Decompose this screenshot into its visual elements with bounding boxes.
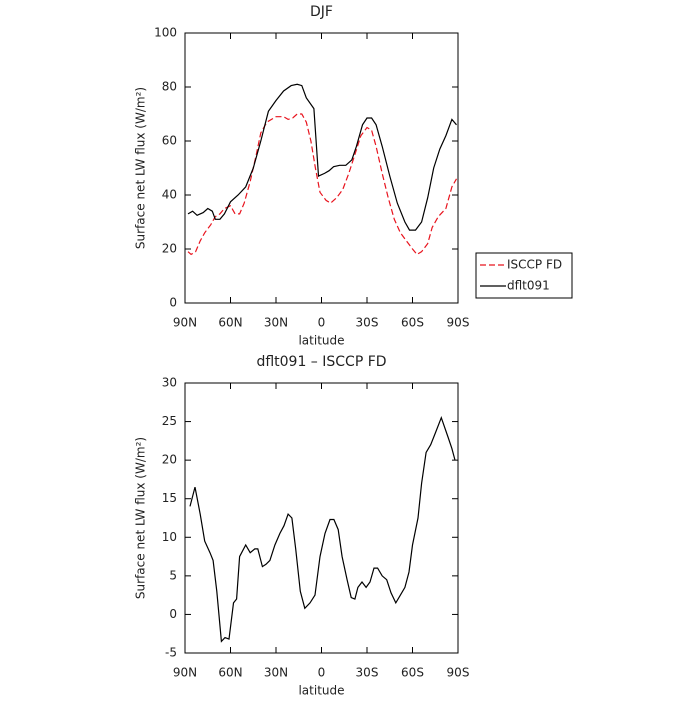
x-tick-label: 60N xyxy=(218,666,242,680)
y-tick-label: 60 xyxy=(162,134,177,148)
data-line xyxy=(187,113,458,256)
x-tick-label: 30N xyxy=(264,666,288,680)
plot-frame xyxy=(184,382,459,654)
plot-frame xyxy=(184,32,459,304)
x-tick-label: 30S xyxy=(356,666,379,680)
y-tick-label: 0 xyxy=(169,607,177,621)
x-tick-label: 0 xyxy=(318,666,326,680)
x-tick-label: 60S xyxy=(401,666,424,680)
y-tick-label: 10 xyxy=(162,530,177,544)
x-tick-label: 90S xyxy=(447,316,470,330)
y-tick-label: 15 xyxy=(162,491,177,505)
y-tick-label: 30 xyxy=(162,376,177,390)
legend-box xyxy=(475,252,573,299)
legend-label: dflt091 xyxy=(507,279,550,293)
x-tick-label: 60N xyxy=(218,316,242,330)
data-line xyxy=(189,415,456,643)
chart-title: dflt091 – ISCCP FD xyxy=(256,354,386,370)
legend-label: ISCCP FD xyxy=(507,258,562,272)
y-tick-label: 40 xyxy=(162,188,177,202)
y-axis-label: Surface net LW flux (W/m²) xyxy=(134,437,148,599)
x-axis-label: latitude xyxy=(298,684,344,698)
x-tick-label: 30S xyxy=(356,316,379,330)
y-tick-label: 100 xyxy=(154,26,177,40)
x-tick-label: 90N xyxy=(173,666,197,680)
x-tick-label: 90N xyxy=(173,316,197,330)
x-tick-label: 60S xyxy=(401,316,424,330)
x-tick-label: 90S xyxy=(447,666,470,680)
y-tick-label: -5 xyxy=(165,646,177,660)
chart-title: DJF xyxy=(310,4,333,20)
y-tick-label: 25 xyxy=(162,414,177,428)
y-tick-label: 0 xyxy=(169,296,177,310)
y-tick-label: 5 xyxy=(169,568,177,582)
data-line xyxy=(187,83,457,231)
y-tick-label: 80 xyxy=(162,80,177,94)
x-axis-label: latitude xyxy=(298,334,344,348)
y-axis-label: Surface net LW flux (W/m²) xyxy=(134,87,148,249)
x-tick-label: 0 xyxy=(318,316,326,330)
y-tick-label: 20 xyxy=(162,242,177,256)
x-tick-label: 30N xyxy=(264,316,288,330)
y-tick-label: 20 xyxy=(162,453,177,467)
